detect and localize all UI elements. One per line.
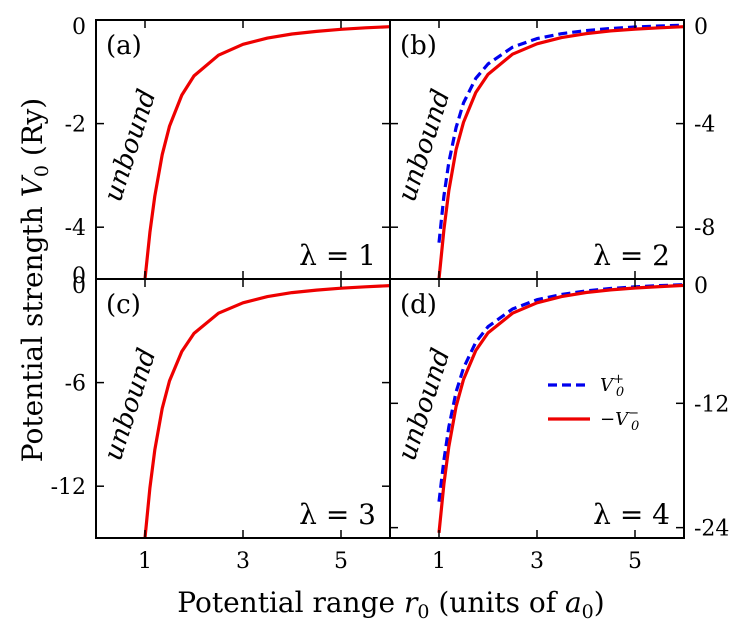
legend-label: −V− 0 — [600, 406, 639, 434]
y-tick-label: -12 — [694, 392, 729, 417]
x-tick-label: 5 — [628, 549, 642, 574]
y-axis-title-var: V — [16, 174, 49, 197]
series-line-v0-minus — [437, 25, 685, 280]
panel-tag: (d) — [400, 290, 437, 320]
x-axis-title-unit-sub: 0 — [582, 601, 594, 623]
panel-c: 1 3 5 0 -6 -12 (c) λ = 3 unbound — [51, 274, 391, 574]
y-tick-label: 0 — [694, 274, 708, 299]
x-axis-title: Potential range r0 (units of a0) — [177, 586, 604, 623]
x-tick-label: 3 — [236, 549, 250, 574]
x-tick-label: 3 — [530, 549, 544, 574]
x-tick-label: 1 — [138, 549, 152, 574]
x-axis-title-unit-var: a — [565, 586, 582, 619]
y-tick-label: -4 — [694, 113, 715, 138]
series-line-v0-minus — [437, 283, 685, 533]
x-axis-title-var: r — [404, 586, 419, 619]
lambda-label: λ = 1 — [299, 239, 376, 272]
panel-b: 0 -4 -8 (b) λ = 2 unbound — [389, 15, 715, 280]
panel-tag: (b) — [400, 31, 437, 61]
y-tick-label: -12 — [51, 475, 86, 500]
unbound-region-label: unbound — [98, 345, 162, 465]
unbound-region-label: unbound — [98, 86, 162, 206]
series-line-v0-minus — [143, 284, 391, 539]
series-line-v0-plus — [437, 23, 685, 243]
panel-tag: (a) — [106, 31, 142, 61]
panels-layer: 0 -2 -4 0 (a) λ = 1 unbound 0 -4 -8 (b) λ = 2 unboun… — [51, 15, 730, 574]
lambda-label: λ = 2 — [593, 239, 670, 272]
panel-tag: (c) — [106, 290, 141, 320]
y-axis-title-sub: 0 — [31, 165, 53, 177]
y-tick-label: -4 — [65, 216, 86, 241]
panel-a: 0 -2 -4 0 (a) λ = 1 unbound — [65, 15, 391, 289]
x-axis-title-sub: 0 — [417, 601, 429, 623]
y-tick-label: 0 — [72, 15, 86, 40]
series-line-v0-minus — [143, 25, 391, 280]
y-axis-title: Potential strength V0 (Ry) — [16, 98, 53, 462]
x-axis-title-suffix-b: ) — [594, 586, 605, 619]
y-axis-title-suffix: (Ry) — [16, 98, 49, 165]
y-tick-label: -8 — [694, 216, 715, 241]
y-tick-label: 0 — [72, 264, 86, 289]
unbound-region-label: unbound — [392, 86, 456, 206]
y-tick-label: -6 — [65, 372, 86, 397]
y-tick-label: -24 — [694, 517, 729, 542]
y-tick-label: 0 — [72, 274, 86, 299]
x-axis-title-prefix: Potential range — [177, 586, 404, 619]
series-line-v0-plus — [437, 283, 685, 502]
legend-label: V+ 0 — [600, 372, 624, 400]
y-tick-label: 0 — [694, 15, 708, 40]
x-tick-label: 1 — [432, 549, 446, 574]
x-tick-label: 5 — [334, 549, 348, 574]
legend: V+ 0 −V− 0 — [548, 372, 639, 434]
x-axis-title-suffix-a: (units of — [429, 586, 565, 619]
y-tick-label: -2 — [65, 113, 86, 138]
lambda-label: λ = 4 — [593, 498, 670, 531]
panel-d: 1 3 5 0 -12 -24 (d) λ = 4 unbound V+ 0 −V− 0 — [389, 274, 729, 574]
unbound-region-label: unbound — [392, 345, 456, 465]
y-axis-title-prefix: Potential strength — [16, 197, 49, 462]
lambda-label: λ = 3 — [299, 498, 376, 531]
